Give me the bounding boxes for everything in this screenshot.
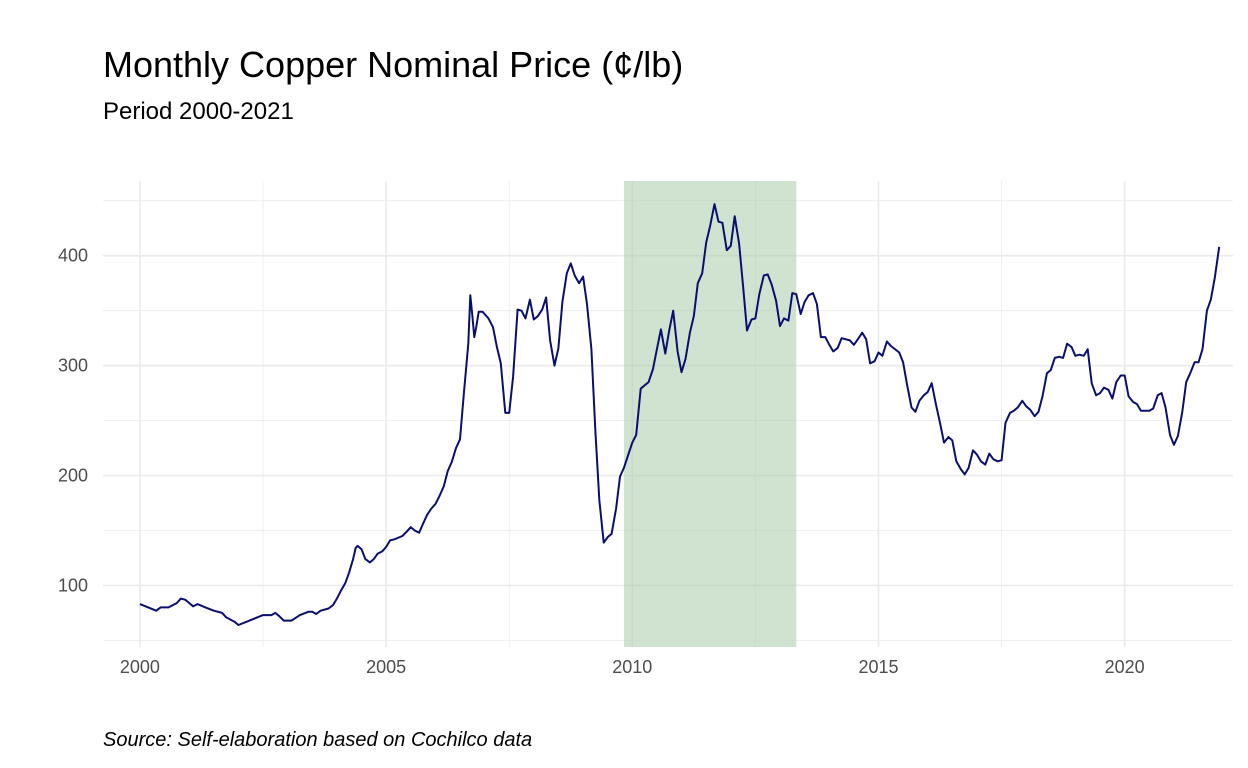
y-tick-label: 400	[58, 246, 88, 266]
y-tick-label: 200	[58, 466, 88, 486]
y-tick-label: 100	[58, 575, 88, 595]
x-tick-label: 2015	[858, 657, 898, 677]
chart-subtitle: Period 2000-2021	[103, 98, 294, 125]
x-tick-label: 2000	[120, 657, 160, 677]
series-line	[139, 203, 1221, 626]
source-caption: Source: Self-elaboration based on Cochil…	[103, 729, 533, 751]
highlight-band	[623, 181, 797, 647]
x-tick-label: 2020	[1105, 657, 1145, 677]
y-tick-label: 300	[58, 356, 88, 376]
x-tick-label: 2010	[612, 657, 652, 677]
chart-title: Monthly Copper Nominal Price (¢/lb)	[103, 44, 684, 85]
x-tick-label: 2005	[366, 657, 406, 677]
x-axis-ticks: 2000 2005 2010 2015 2020	[120, 657, 1145, 677]
y-axis-ticks: 100 200 300 400	[58, 246, 88, 596]
